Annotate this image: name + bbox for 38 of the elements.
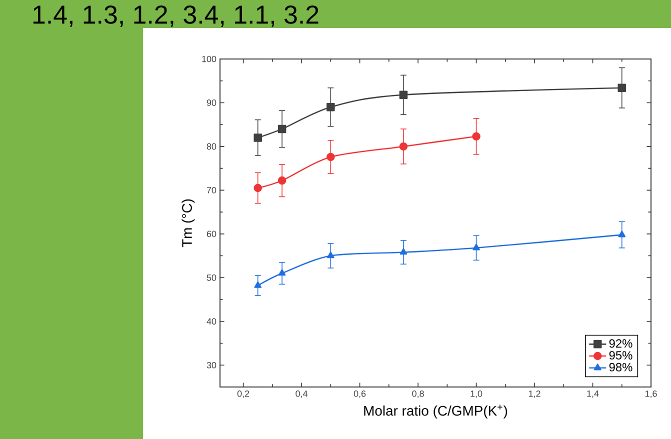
legend-label: 95%	[609, 351, 632, 360]
x-tick-label: 1,4	[587, 390, 599, 398]
point	[278, 269, 286, 276]
y-tick-label: 70	[206, 187, 216, 194]
point	[278, 124, 286, 134]
point	[399, 142, 408, 151]
y-tick-label: 80	[206, 143, 216, 150]
point	[327, 252, 334, 258]
point	[472, 244, 480, 250]
point	[400, 248, 408, 255]
legend-label: 98%	[609, 362, 632, 372]
point	[399, 90, 408, 99]
x-tick-label: 0,2	[237, 390, 250, 398]
x-tick-label: 1,0	[470, 390, 482, 398]
y-tick-label: 90	[206, 100, 216, 106]
y-tick-label: 50	[206, 274, 216, 281]
x-tick-label: 1,2	[528, 390, 540, 398]
point	[326, 102, 335, 112]
point	[254, 281, 262, 288]
y-tick-label: 60	[206, 230, 216, 238]
y-axis-title: Tm (°C)	[182, 199, 195, 248]
point	[326, 152, 335, 162]
x-tick-label: 0,6	[354, 390, 366, 398]
y-tick-label: 30	[206, 362, 216, 368]
point	[278, 176, 286, 185]
y-tick-label: 40	[206, 318, 216, 325]
x-tick-label: 0,8	[412, 390, 424, 398]
point	[472, 132, 480, 141]
x-tick-label: 0,4	[296, 390, 308, 398]
text: 1.4, 1.3, 1.2, 3.4, 1.1, 3.2	[34, 6, 318, 27]
point	[618, 84, 626, 92]
y-tick-label: 100	[202, 56, 216, 62]
point	[254, 184, 262, 192]
point	[618, 230, 626, 238]
x-axis-title: Molar ratio (C/GMP(K$^{+}$)	[364, 404, 508, 418]
point	[254, 134, 262, 142]
legend-label: 92%	[609, 339, 632, 348]
x-tick-label: 1,6	[645, 390, 657, 398]
